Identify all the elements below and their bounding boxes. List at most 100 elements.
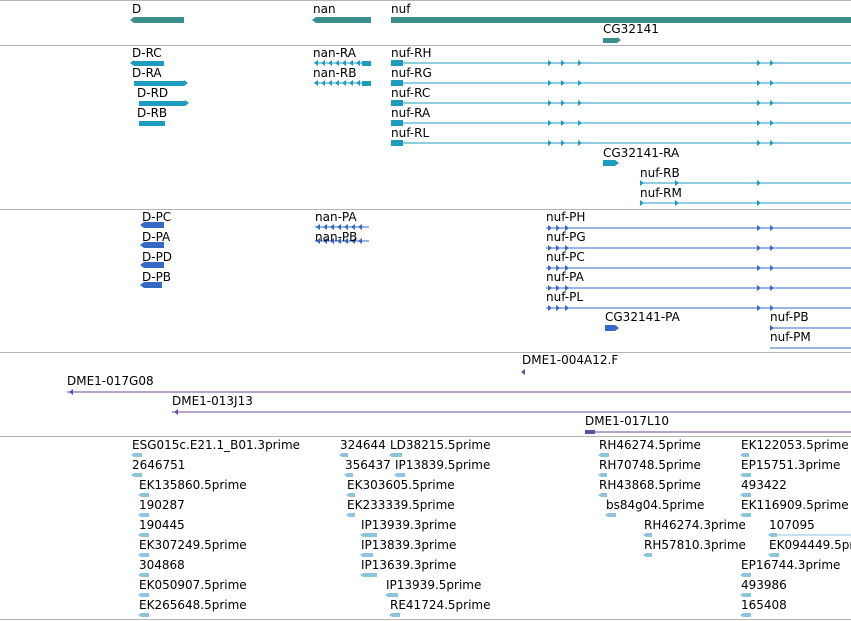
protein-label[interactable]: nuf-PB — [770, 310, 809, 324]
gene-label[interactable]: CG32141 — [603, 22, 659, 36]
protein-glyph — [565, 285, 569, 291]
est-label[interactable]: 165408 — [741, 598, 787, 612]
transcript-label[interactable]: D-RC — [132, 46, 162, 60]
est-label[interactable]: 190445 — [139, 518, 185, 532]
clone-label[interactable]: DME1-004A12.F — [522, 353, 619, 367]
clone-label[interactable]: DME1-017G08 — [67, 374, 154, 388]
protein-label[interactable]: D-PB — [142, 270, 172, 284]
est-label[interactable]: EP16744.3prime — [741, 558, 841, 572]
est-label[interactable]: 190287 — [139, 498, 185, 512]
est-glyph — [349, 493, 355, 497]
transcript-label[interactable]: nuf-RC — [391, 86, 431, 100]
protein-label[interactable]: nuf-PG — [546, 230, 586, 244]
protein-label[interactable]: CG32141-PA — [605, 310, 680, 324]
protein-label[interactable]: nuf-PL — [546, 290, 584, 304]
protein-label[interactable]: D-PC — [142, 210, 172, 224]
est-glyph — [134, 473, 142, 477]
protein-label[interactable]: nuf-PA — [546, 270, 584, 284]
est-glyph — [394, 473, 397, 477]
transcript-label[interactable]: D-RB — [137, 106, 168, 120]
gene-label[interactable]: nuf — [391, 2, 411, 16]
est-label[interactable]: EP15751.3prime — [741, 458, 841, 472]
est-label[interactable]: EK122053.5prime — [741, 438, 849, 452]
est-label[interactable]: 304868 — [139, 558, 185, 572]
est-glyph — [740, 573, 743, 577]
clone-label[interactable]: DME1-013J13 — [172, 394, 253, 408]
est-label[interactable]: IP13839.3prime — [361, 538, 457, 552]
gene-glyph — [312, 17, 316, 23]
protein-label[interactable]: D-PD — [142, 250, 173, 264]
est-label[interactable]: EK050907.5prime — [139, 578, 247, 592]
protein-glyph — [757, 265, 761, 271]
protein-glyph — [358, 224, 362, 230]
est-label[interactable]: IP13939.3prime — [361, 518, 457, 532]
transcript-glyph — [335, 60, 339, 66]
protein-glyph — [548, 285, 552, 291]
transcript-label[interactable]: nan-RA — [313, 46, 356, 60]
est-label[interactable]: IP13839.5prime — [395, 458, 491, 472]
protein-label[interactable]: nan-PA — [315, 210, 357, 224]
est-label[interactable]: RH57810.3prime — [644, 538, 746, 552]
transcript-label[interactable]: D-RD — [137, 86, 169, 100]
est-label[interactable]: RH46274.5prime — [599, 438, 701, 452]
transcript-glyph — [561, 80, 565, 86]
transcript-glyph — [342, 80, 346, 86]
transcript-label[interactable]: D-RA — [132, 66, 162, 80]
clone-label[interactable]: DME1-017L10 — [585, 414, 669, 428]
transcript-label[interactable]: CG32141-RA — [603, 146, 680, 160]
protein-label[interactable]: nan-PB — [315, 230, 358, 244]
gene-label[interactable]: nan — [313, 2, 336, 16]
est-label[interactable]: LD38215.5prime — [390, 438, 491, 452]
gene-label[interactable]: D — [132, 2, 142, 16]
track-divider — [0, 0, 851, 1]
transcript-label[interactable]: nuf-RM — [640, 186, 682, 200]
protein-glyph — [757, 225, 761, 231]
est-label[interactable]: EK094449.5prime — [769, 538, 851, 552]
track-divider — [0, 619, 851, 620]
est-label[interactable]: 324644 — [340, 438, 386, 452]
transcript-glyph — [770, 80, 774, 86]
transcript-glyph — [139, 121, 165, 126]
transcript-label[interactable]: nuf-RL — [391, 126, 430, 140]
est-label[interactable]: 356437 — [345, 458, 391, 472]
est-label[interactable]: 493422 — [741, 478, 787, 492]
est-label[interactable]: 2646751 — [132, 458, 186, 472]
est-label[interactable]: EK307249.5prime — [139, 538, 247, 552]
est-label[interactable]: RH43868.5prime — [599, 478, 701, 492]
est-glyph — [360, 553, 363, 557]
est-label[interactable]: IP13939.5prime — [386, 578, 482, 592]
transcript-glyph — [328, 80, 332, 86]
transcript-glyph — [757, 180, 761, 186]
protein-label[interactable]: D-PA — [142, 230, 171, 244]
est-label[interactable]: RH46274.3prime — [644, 518, 746, 532]
est-glyph — [346, 493, 349, 497]
transcript-label[interactable]: nan-RB — [313, 66, 357, 80]
est-label[interactable]: RE41724.5prime — [390, 598, 491, 612]
est-glyph — [363, 533, 377, 537]
est-label[interactable]: EK303605.5prime — [347, 478, 455, 492]
est-label[interactable]: EK265648.5prime — [139, 598, 247, 612]
protein-label[interactable]: nuf-PM — [770, 330, 811, 344]
est-label[interactable]: bs84g04.5prime — [606, 498, 705, 512]
est-label[interactable]: 493986 — [741, 578, 787, 592]
transcript-label[interactable]: nuf-RG — [391, 66, 432, 80]
est-label[interactable]: EK135860.5prime — [139, 478, 247, 492]
protein-glyph — [565, 245, 569, 251]
est-label[interactable]: ESG015c.E21.1_B01.3prime — [132, 438, 301, 452]
est-glyph — [138, 553, 141, 557]
transcript-label[interactable]: nuf-RB — [640, 166, 680, 180]
est-label[interactable]: 107095 — [769, 518, 815, 532]
transcript-label[interactable]: nuf-RH — [391, 46, 432, 60]
protein-label[interactable]: nuf-PC — [546, 250, 585, 264]
est-label[interactable]: EK116909.5prime — [741, 498, 849, 512]
est-label[interactable]: RH70748.5prime — [599, 458, 701, 472]
protein-label[interactable]: nuf-PH — [546, 210, 586, 224]
est-label[interactable]: EK233339.5prime — [347, 498, 455, 512]
transcript-label[interactable]: nuf-RA — [391, 106, 431, 120]
est-glyph — [138, 533, 141, 537]
est-label[interactable]: IP13639.3prime — [361, 558, 457, 572]
est-glyph — [646, 533, 652, 537]
clone-glyph — [585, 430, 595, 434]
